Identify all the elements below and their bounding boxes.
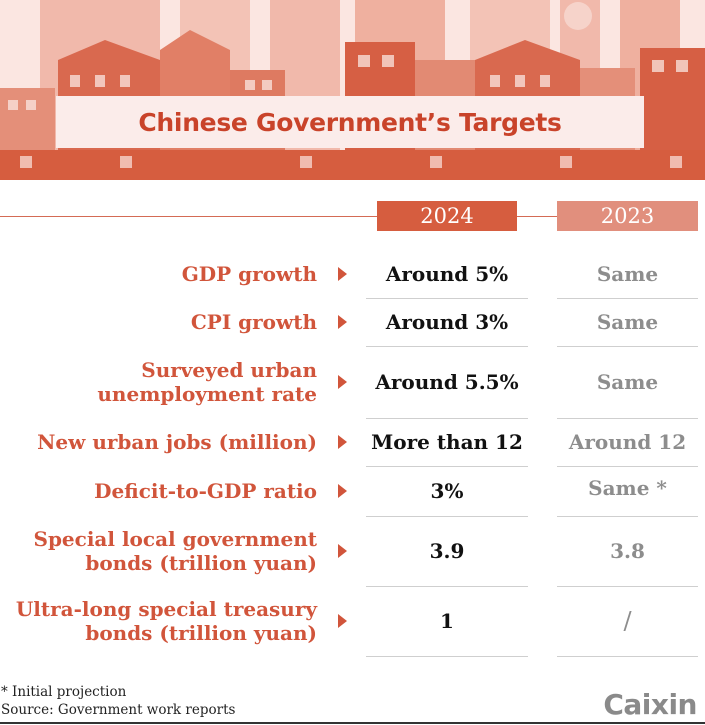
arrow-right-icon bbox=[338, 614, 347, 628]
table-row: Surveyed urban unemployment rate Around 5… bbox=[0, 346, 705, 418]
row-label: Ultra-long special treasury bonds (trilli… bbox=[15, 597, 317, 645]
row-label: GDP growth bbox=[181, 262, 317, 286]
row-divider bbox=[366, 656, 528, 657]
row-label: Special local government bonds (trillion … bbox=[33, 527, 318, 575]
row-divider bbox=[557, 516, 698, 517]
row-label: Deficit-to-GDP ratio bbox=[94, 479, 317, 503]
value-2024: More than 12 bbox=[371, 430, 523, 454]
row-divider bbox=[557, 586, 698, 587]
value-2024: 3.9 bbox=[429, 539, 465, 563]
value-2023: Around 12 bbox=[568, 430, 687, 454]
header-rule-left bbox=[0, 216, 377, 217]
city-skyline-illustration bbox=[0, 0, 705, 180]
title-box: Chinese Government’s Targets bbox=[56, 96, 644, 148]
column-header-2023: 2023 bbox=[557, 201, 698, 231]
value-2023: Same * bbox=[588, 476, 667, 500]
arrow-right-icon bbox=[338, 315, 347, 329]
table-row: GDP growth Around 5% Same bbox=[0, 250, 705, 298]
table-row: Ultra-long special treasury bonds (trilli… bbox=[0, 586, 705, 656]
row-divider bbox=[557, 418, 698, 419]
row-divider bbox=[557, 346, 698, 347]
arrow-right-icon bbox=[338, 544, 347, 558]
source-note: Source: Government work reports bbox=[1, 702, 236, 718]
row-divider bbox=[366, 298, 528, 299]
arrow-right-icon bbox=[338, 435, 347, 449]
value-2024: Around 3% bbox=[385, 310, 509, 334]
row-divider bbox=[557, 298, 698, 299]
header-rule-middle bbox=[517, 216, 557, 217]
header-banner: Chinese Government’s Targets bbox=[0, 0, 705, 180]
row-divider bbox=[366, 418, 528, 419]
value-2023: Same bbox=[596, 262, 659, 286]
chart-title: Chinese Government’s Targets bbox=[138, 107, 562, 137]
value-2024: 1 bbox=[440, 609, 454, 633]
row-divider bbox=[557, 656, 698, 657]
row-label: Surveyed urban unemployment rate bbox=[97, 358, 317, 406]
caixin-logo: Caixin bbox=[603, 688, 697, 721]
arrow-right-icon bbox=[338, 484, 347, 498]
row-label: New urban jobs (million) bbox=[37, 430, 317, 454]
table-row: CPI growth Around 3% Same bbox=[0, 298, 705, 346]
arrow-right-icon bbox=[338, 375, 347, 389]
value-2024: 3% bbox=[430, 479, 464, 503]
table-row: Deficit-to-GDP ratio 3% Same * bbox=[0, 466, 705, 516]
arrow-right-icon bbox=[338, 267, 347, 281]
footnote-initial-projection: * Initial projection bbox=[1, 684, 127, 700]
table-row: Special local government bonds (trillion … bbox=[0, 516, 705, 586]
bottom-rule bbox=[0, 722, 705, 724]
value-2024: Around 5.5% bbox=[375, 370, 519, 394]
column-header-2024: 2024 bbox=[377, 201, 517, 231]
row-divider bbox=[557, 466, 698, 467]
row-divider bbox=[366, 586, 528, 587]
value-2023: Same bbox=[596, 310, 659, 334]
value-2023: 3.8 bbox=[610, 539, 645, 563]
value-2023: Same bbox=[596, 370, 659, 394]
row-divider bbox=[366, 516, 528, 517]
row-label: CPI growth bbox=[190, 310, 317, 334]
table-row: New urban jobs (million) More than 12 Ar… bbox=[0, 418, 705, 466]
row-divider bbox=[366, 466, 528, 467]
row-divider bbox=[366, 346, 528, 347]
value-2024: Around 5% bbox=[385, 262, 509, 286]
value-2023: / bbox=[623, 607, 632, 635]
